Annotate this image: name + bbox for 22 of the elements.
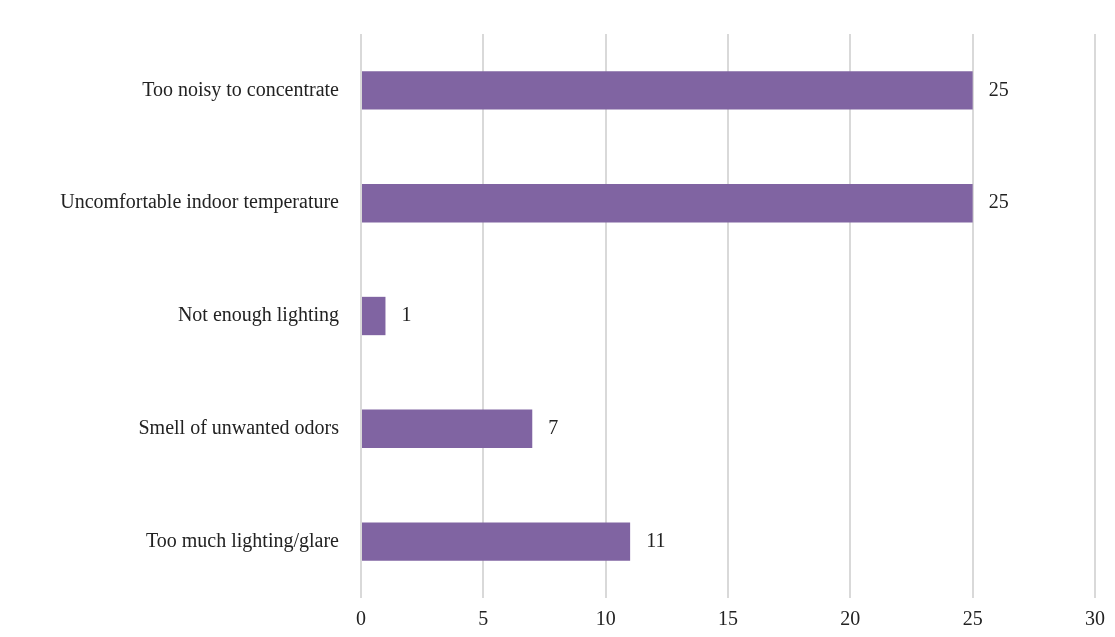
data-label: 11	[646, 528, 666, 551]
x-tick-label: 10	[595, 607, 616, 630]
x-tick-label: 25	[962, 607, 983, 630]
bar	[362, 184, 973, 223]
data-label: 25	[988, 77, 1009, 100]
data-label: 7	[548, 416, 559, 439]
y-tick-label: Too noisy to concentrate	[142, 77, 340, 101]
y-tick-label: Not enough lighting	[177, 303, 339, 327]
bar	[362, 522, 631, 561]
x-tick-label: 20	[840, 607, 861, 630]
x-tick-label: 30	[1085, 607, 1105, 630]
y-tick-label: Smell of unwanted odors	[138, 416, 340, 439]
y-tick-label: Uncomfortable indoor temperature	[60, 190, 340, 214]
data-label: 25	[988, 190, 1009, 213]
data-label: 1	[401, 303, 412, 326]
x-tick-label: 0	[356, 607, 366, 630]
y-tick-label: Too much lighting/glare	[145, 528, 340, 552]
bar	[362, 409, 533, 448]
x-tick-label: 5	[478, 607, 489, 630]
x-tick-label: 15	[718, 607, 738, 630]
bar	[362, 71, 973, 110]
bar	[362, 296, 386, 336]
